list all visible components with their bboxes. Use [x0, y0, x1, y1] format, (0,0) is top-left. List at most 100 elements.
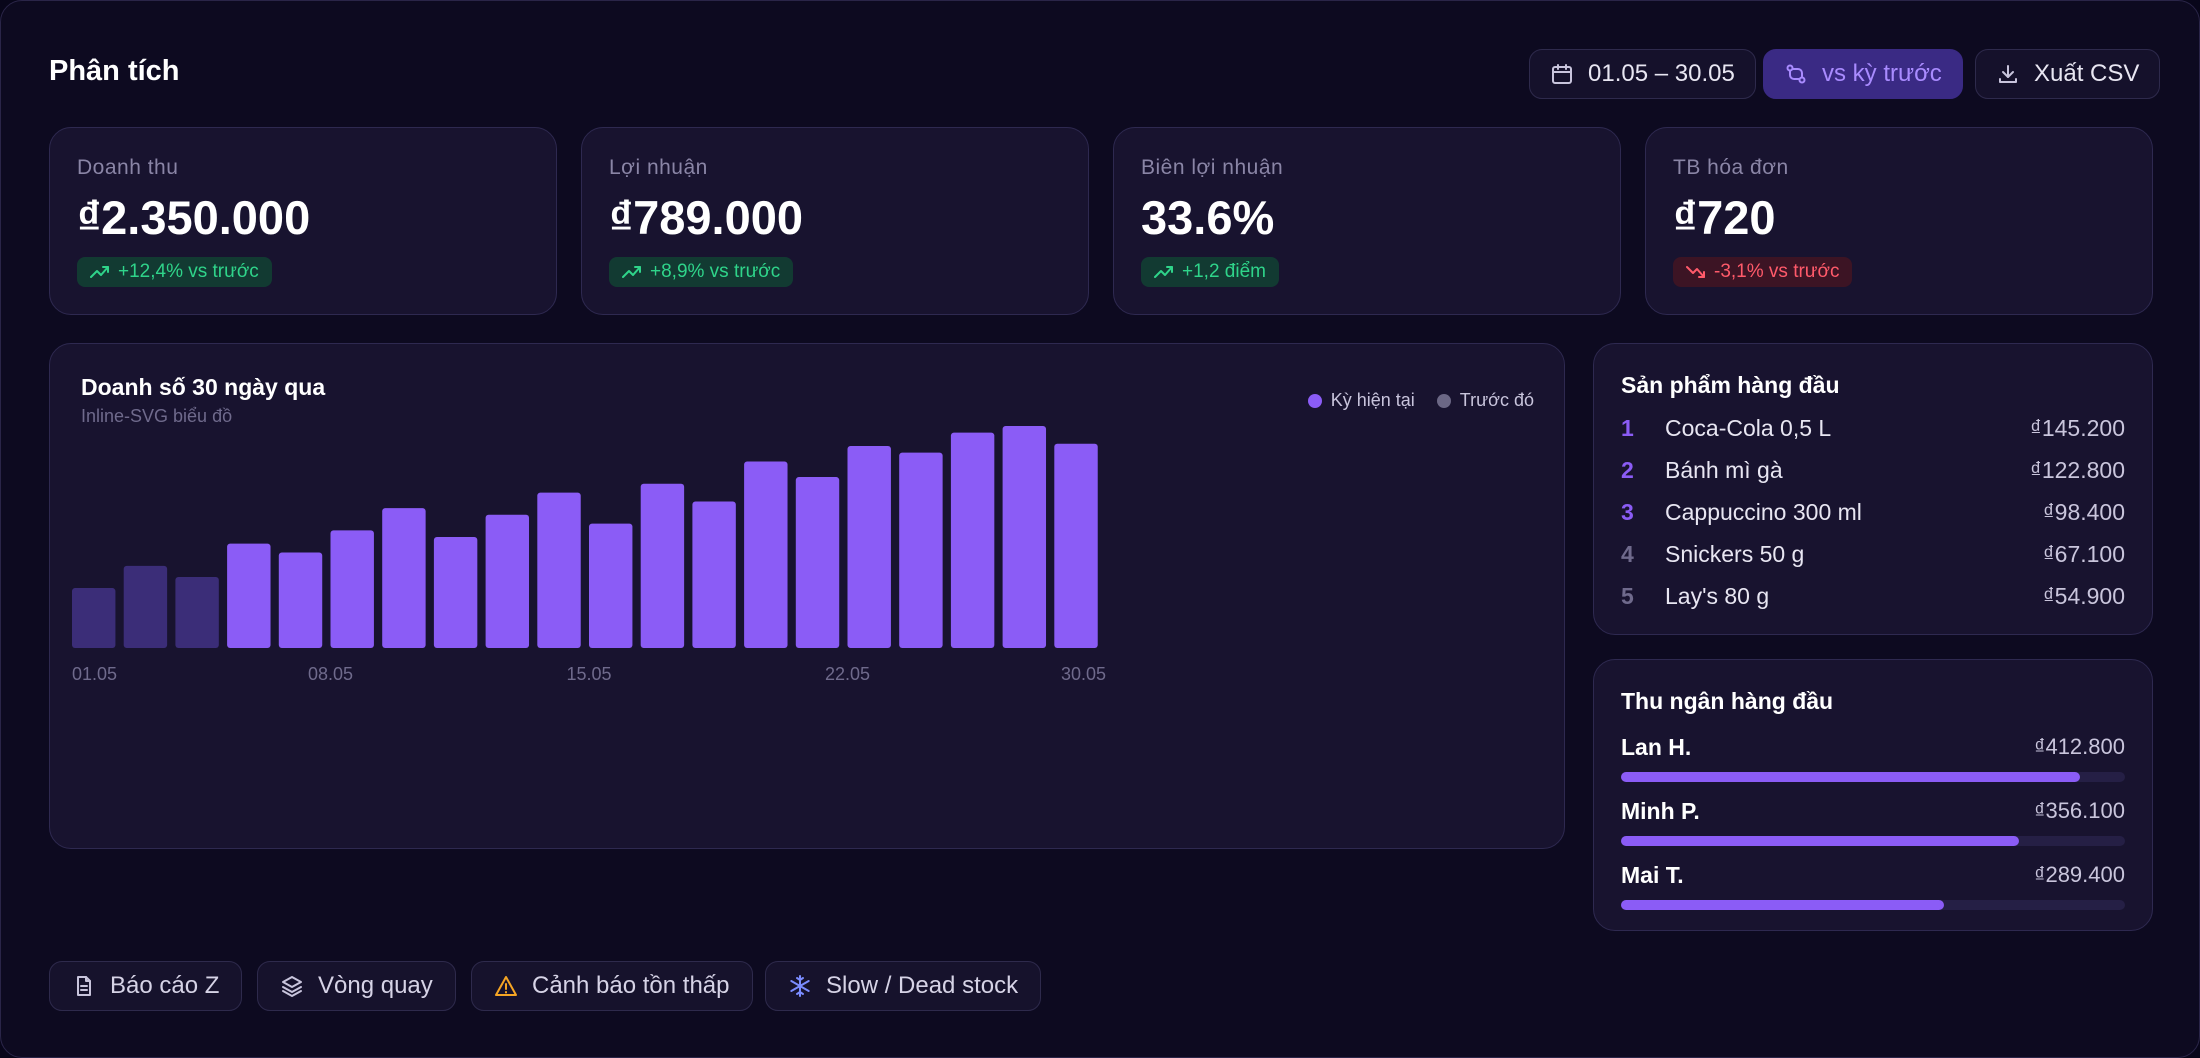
- x-tick-label: 01.05: [72, 664, 117, 684]
- cashier-progress-track: [1621, 772, 2125, 782]
- kpi-label: Biên lợi nhuận: [1141, 156, 1284, 179]
- chart-bar: [692, 501, 736, 648]
- kpi-change-text: +12,4% vs trước: [118, 261, 259, 282]
- z-report-label: Báo cáo Z: [110, 972, 220, 999]
- kpi-change-badge: +1,2 điểm: [1141, 257, 1279, 287]
- cashier-progress-track: [1621, 900, 2125, 910]
- product-row: 1 Coca-Cola 0,5 L ₫145.200: [1621, 413, 2125, 443]
- low-stock-alert-label: Cảnh báo tồn thấp: [532, 972, 730, 999]
- layers-icon: [282, 976, 302, 997]
- cashier-amount: ₫356.100: [2034, 798, 2125, 823]
- chart-bar: [795, 477, 840, 648]
- kpi-label: Lợi nhuận: [609, 156, 708, 179]
- chart-bar: [1002, 426, 1047, 648]
- kpi-card-margin: Biên lợi nhuận 33.6% +1,2 điểm: [1113, 127, 1621, 315]
- x-tick-label: 30.05: [1061, 664, 1106, 684]
- cashier-progress-fill: [1621, 772, 2080, 782]
- export-label: Xuất CSV: [2034, 60, 2140, 87]
- kpi-change-badge: -3,1% vs trước: [1673, 257, 1853, 287]
- top-cashiers-panel: Thu ngân hàng đầu Lan H. ₫412.800 Minh P…: [1593, 659, 2153, 931]
- cashier-progress-fill: [1621, 836, 2020, 846]
- download-icon: [1999, 65, 2017, 83]
- product-rank: 4: [1621, 540, 1634, 567]
- product-name: Cappuccino 300 ml: [1665, 498, 1862, 525]
- product-row: 2 Bánh mì gà ₫122.800: [1621, 455, 2125, 485]
- legend-item-current: Kỳ hiện tại: [1307, 390, 1415, 411]
- low-stock-alert-button[interactable]: Cảnh báo tồn thấp: [471, 961, 753, 1011]
- kpi-value: 33.6%: [1141, 191, 1275, 244]
- legend-label-current: Kỳ hiện tại: [1330, 390, 1415, 410]
- kpi-value: ₫789.000: [609, 191, 804, 244]
- product-rank: 1: [1621, 414, 1634, 441]
- product-rank: 2: [1621, 456, 1634, 483]
- chart-bar: [744, 461, 788, 648]
- kpi-change-text: +8,9% vs trước: [650, 261, 781, 282]
- chart-bar: [640, 483, 685, 648]
- legend-swatch-current: [1307, 393, 1322, 408]
- product-rank: 3: [1621, 498, 1634, 525]
- product-amount: ₫122.800: [2030, 456, 2125, 483]
- calendar-icon: [1552, 64, 1572, 84]
- kpi-change-badge: +8,9% vs trước: [609, 257, 794, 287]
- chart-legend: Kỳ hiện tại Trước đó: [1307, 390, 1534, 411]
- kpi-value: ₫2.350.000: [77, 191, 311, 244]
- export-csv-button[interactable]: Xuất CSV: [1975, 49, 2161, 99]
- cashier-name: Mai T.: [1621, 862, 1684, 888]
- cashier-row: Minh P. ₫356.100: [1621, 798, 2125, 854]
- cashier-name: Minh P.: [1621, 798, 1700, 824]
- product-name: Bánh mì gà: [1665, 456, 1783, 483]
- turnover-button[interactable]: Vòng quay: [257, 961, 456, 1011]
- x-tick-label: 08.05: [308, 664, 353, 684]
- cashier-row: Lan H. ₫412.800: [1621, 734, 2125, 790]
- top-cashiers-title: Thu ngân hàng đầu: [1621, 688, 1834, 714]
- chart-bar: [175, 576, 219, 648]
- z-report-button[interactable]: Báo cáo Z: [49, 961, 243, 1011]
- chart-bar: [382, 508, 426, 648]
- legend-label-previous: Trước đó: [1459, 390, 1534, 410]
- chart-bar: [227, 543, 271, 648]
- kpi-card-profit: Lợi nhuận ₫789.000 +8,9% vs trước: [581, 127, 1089, 315]
- x-tick-label: 22.05: [825, 664, 870, 684]
- chart-bar: [950, 432, 995, 648]
- date-range-label: 01.05 – 30.05: [1588, 60, 1735, 87]
- product-name: Lay's 80 g: [1665, 582, 1770, 609]
- cashier-progress-fill: [1621, 900, 1944, 910]
- chart-bar: [278, 552, 323, 648]
- kpi-label: Doanh thu: [77, 156, 179, 179]
- compare-icon: [1786, 64, 1806, 84]
- compare-toggle-button[interactable]: vs kỳ trước: [1763, 49, 1963, 99]
- turnover-label: Vòng quay: [318, 972, 433, 999]
- product-name: Coca-Cola 0,5 L: [1665, 414, 1832, 441]
- cashier-amount: ₫412.800: [2034, 734, 2125, 759]
- compare-label: vs kỳ trước: [1822, 60, 1942, 87]
- warning-icon: [495, 976, 517, 996]
- cashier-row: Mai T. ₫289.400: [1621, 862, 2125, 918]
- kpi-value: ₫720: [1673, 191, 1776, 244]
- product-amount: ₫145.200: [2030, 414, 2125, 441]
- trend-up-icon: [1154, 266, 1173, 278]
- sales-bar-chart: 01.05 08.05 15.05 22.05 30.05: [72, 426, 1106, 684]
- dead-stock-button[interactable]: Slow / Dead stock: [765, 961, 1042, 1011]
- chart-bar: [72, 588, 116, 648]
- date-range-button[interactable]: 01.05 – 30.05: [1529, 49, 1756, 99]
- chart-bar: [847, 445, 891, 648]
- chart-title: Doanh số 30 ngày qua: [81, 374, 326, 400]
- chart-bar: [433, 537, 478, 648]
- page-title: Phân tích: [49, 55, 180, 87]
- top-products-panel: Sản phẩm hàng đầu 1 Coca-Cola 0,5 L ₫145…: [1593, 343, 2153, 635]
- chart-bar: [537, 492, 581, 648]
- trend-down-icon: [1686, 266, 1705, 278]
- snowflake-icon: [790, 975, 810, 997]
- cashier-name: Lan H.: [1621, 734, 1692, 760]
- product-row: 3 Cappuccino 300 ml ₫98.400: [1621, 497, 2125, 527]
- trend-up-icon: [90, 266, 109, 278]
- product-row: 4 Snickers 50 g ₫67.100: [1621, 539, 2125, 569]
- product-name: Snickers 50 g: [1665, 540, 1805, 567]
- product-amount: ₫54.900: [2042, 582, 2125, 609]
- product-row: 5 Lay's 80 g ₫54.900: [1621, 581, 2125, 611]
- document-icon: [77, 976, 91, 996]
- product-amount: ₫98.400: [2042, 498, 2125, 525]
- legend-swatch-previous: [1436, 393, 1451, 408]
- chart-bar: [123, 565, 168, 648]
